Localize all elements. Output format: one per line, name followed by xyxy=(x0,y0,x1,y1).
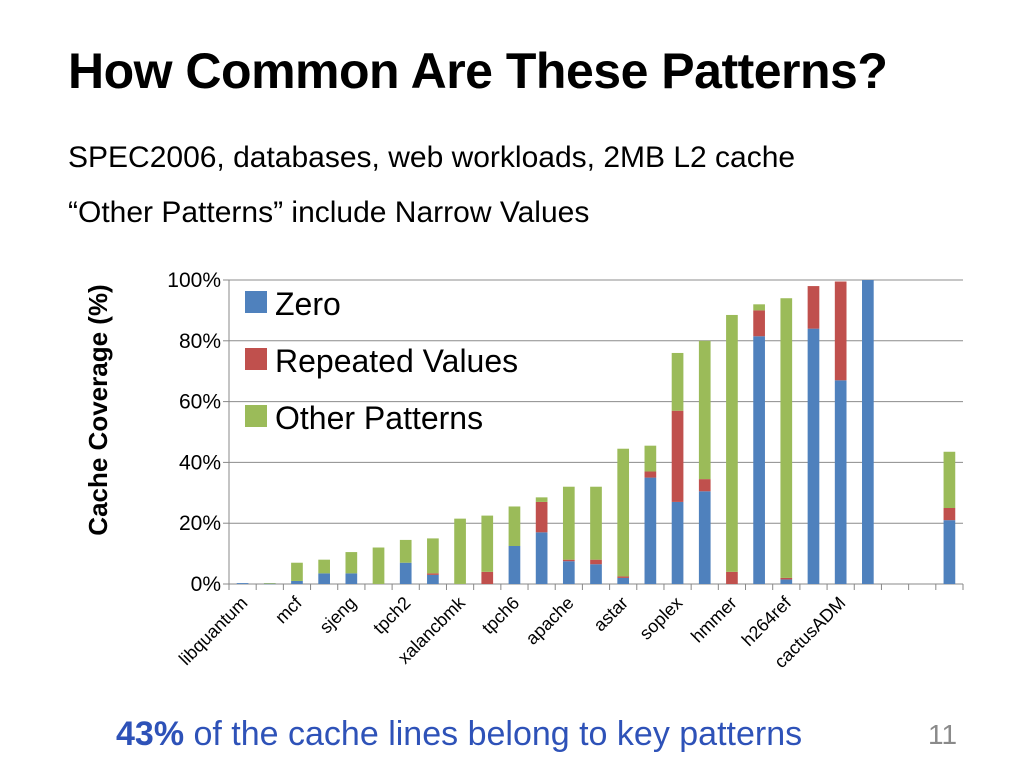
bar-repeated-values xyxy=(807,286,820,329)
bar-repeated-values xyxy=(427,573,439,575)
bar-other-patterns xyxy=(590,486,602,560)
bar-zero xyxy=(834,380,847,584)
bar-other-patterns xyxy=(399,539,412,563)
x-category-label: tpch6 xyxy=(478,593,523,638)
bar-repeated-values xyxy=(780,577,793,580)
legend-label: Other Patterns xyxy=(275,400,483,436)
y-axis-title: Cache Coverage (%) xyxy=(83,284,113,535)
bar-zero xyxy=(590,564,602,584)
bar-other-patterns xyxy=(671,352,684,411)
bar-other-patterns xyxy=(508,506,521,546)
bar-zero xyxy=(562,561,575,584)
bullet-text-1: SPEC2006, databases, web workloads, 2MB … xyxy=(68,141,796,174)
legend-swatch xyxy=(245,405,267,427)
bar-zero xyxy=(807,328,820,584)
bar-other-patterns xyxy=(644,445,657,472)
x-category-label: tpch2 xyxy=(369,593,414,638)
bar-other-patterns xyxy=(726,314,738,572)
x-category-label: sjeng xyxy=(316,593,361,638)
bar-other-patterns xyxy=(372,547,385,584)
bar-zero xyxy=(943,520,956,584)
bar-zero xyxy=(698,491,711,584)
footer-highlight: 43% xyxy=(116,715,185,753)
legend-label: Zero xyxy=(275,286,341,322)
y-tick-label: 20% xyxy=(179,512,221,535)
bar-other-patterns xyxy=(698,340,711,480)
bar-zero xyxy=(535,532,548,584)
bar-repeated-values xyxy=(726,571,738,584)
y-tick-label: 0% xyxy=(191,573,221,596)
footer-text: of the cache lines belong to key pattern… xyxy=(184,715,803,753)
bar-zero xyxy=(345,573,358,584)
bar-other-patterns xyxy=(753,304,765,311)
bar-other-patterns xyxy=(263,583,276,584)
bar-repeated-values xyxy=(671,410,684,502)
bar-zero xyxy=(671,501,684,584)
bar-other-patterns xyxy=(562,486,575,560)
bar-zero xyxy=(780,579,793,584)
bar-zero xyxy=(617,577,630,584)
bar-repeated-values xyxy=(562,559,575,562)
bar-repeated-values xyxy=(590,559,602,565)
bar-zero xyxy=(427,574,439,584)
bar-other-patterns xyxy=(535,497,548,502)
bar-zero xyxy=(291,580,303,584)
bar-other-patterns xyxy=(427,538,439,574)
bar-zero xyxy=(753,336,765,584)
y-tick-label: 40% xyxy=(179,451,221,474)
bar-other-patterns xyxy=(617,448,630,577)
bar-other-patterns xyxy=(481,515,494,572)
y-tick-label: 60% xyxy=(179,391,221,414)
x-category-label: apache xyxy=(522,593,578,649)
legend-swatch xyxy=(245,291,267,313)
slide-title: How Common Are These Patterns? xyxy=(68,43,888,99)
bar-zero xyxy=(263,583,276,585)
bar-repeated-values xyxy=(698,479,711,492)
y-tick-label: 80% xyxy=(179,330,221,353)
legend-label: Repeated Values xyxy=(275,343,518,379)
bar-zero xyxy=(508,546,521,584)
bar-other-patterns xyxy=(943,451,956,508)
page-number: 11 xyxy=(928,719,958,750)
bar-zero xyxy=(399,562,412,584)
x-category-label: libquantum xyxy=(175,593,251,669)
bar-repeated-values xyxy=(753,310,765,337)
bar-zero xyxy=(318,573,330,584)
bar-other-patterns xyxy=(780,298,793,578)
x-category-label: astar xyxy=(590,593,632,635)
bar-zero xyxy=(236,583,249,584)
y-tick-label: 100% xyxy=(167,269,221,292)
bar-zero xyxy=(862,280,874,584)
x-category-label: mcf xyxy=(271,592,306,627)
x-category-label: hmmer xyxy=(687,593,741,647)
bar-repeated-values xyxy=(943,508,956,521)
bar-repeated-values xyxy=(481,571,494,584)
bar-other-patterns xyxy=(345,552,358,574)
bar-repeated-values xyxy=(834,281,847,381)
bar-repeated-values xyxy=(535,501,548,533)
footer-statement: 43% of the cache lines belong to key pat… xyxy=(116,715,802,754)
bar-other-patterns xyxy=(318,559,330,574)
bar-repeated-values xyxy=(617,576,630,578)
bar-other-patterns xyxy=(291,562,303,581)
bar-repeated-values xyxy=(644,471,657,478)
bar-zero xyxy=(644,477,657,584)
bullet-text-2: “Other Patterns” include Narrow Values xyxy=(68,196,590,229)
legend-swatch xyxy=(245,348,267,370)
bar-other-patterns xyxy=(454,518,466,584)
x-category-label: soplex xyxy=(635,593,686,644)
